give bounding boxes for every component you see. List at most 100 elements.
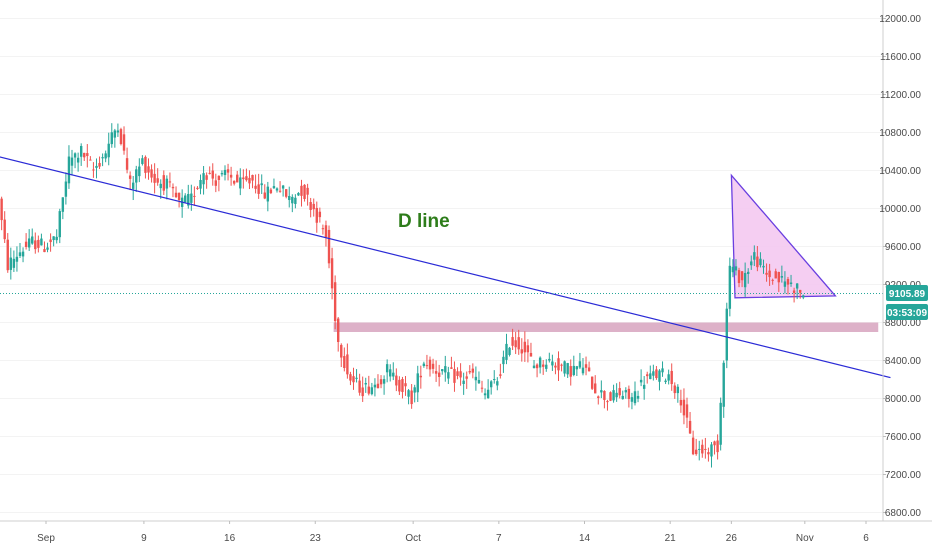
candle-body (713, 441, 716, 446)
candle-body (517, 337, 520, 350)
candle-body (489, 381, 493, 388)
candle-body (612, 390, 615, 401)
candle-body (508, 347, 511, 355)
candle-body (245, 176, 248, 181)
candle-body (95, 165, 98, 168)
candle-body (144, 156, 147, 173)
y-tick-label: 12000.00 (879, 14, 921, 25)
candle-body (667, 374, 670, 381)
x-tick-label: 21 (665, 533, 677, 544)
candle-body (6, 239, 9, 271)
candle-body (352, 376, 355, 383)
candle-body (719, 402, 722, 445)
trendline-line (0, 156, 891, 379)
y-tick-label: 10800.00 (879, 128, 921, 139)
candle-body (621, 395, 624, 400)
candle-body (291, 196, 294, 204)
candle-body (468, 371, 471, 373)
candle-body (444, 366, 447, 373)
candle-body (584, 364, 588, 368)
candle-body (434, 371, 438, 374)
candle-body (364, 382, 367, 385)
candle-body (392, 372, 395, 377)
candle-body (747, 271, 750, 274)
candle-body (649, 373, 652, 380)
x-tick-label: 26 (726, 533, 738, 544)
candle-body (226, 169, 230, 173)
candle-body (774, 271, 777, 279)
candle-body (624, 390, 628, 393)
candle-body (242, 177, 245, 180)
candle-body (40, 238, 43, 246)
candle-body (64, 181, 68, 197)
candle-body (294, 197, 297, 204)
candle-body (67, 156, 71, 184)
candle-body (716, 440, 719, 453)
candle-body (248, 177, 251, 184)
candle-body (792, 290, 796, 293)
candle-body (184, 195, 187, 203)
x-tick-label: 9 (141, 533, 147, 544)
candle-body (759, 258, 762, 266)
candle-body (132, 182, 135, 189)
candle-body (156, 178, 159, 183)
candle-body (538, 357, 542, 368)
candle-body (174, 192, 178, 198)
candle-body (55, 236, 58, 241)
last-price-text: 9105.89 (889, 289, 926, 300)
candle-body (349, 374, 352, 381)
candle-body (676, 386, 680, 394)
triangle-pattern (730, 173, 837, 299)
candle-body (802, 295, 805, 298)
candle-body (116, 130, 120, 133)
candle-body (15, 256, 19, 262)
candle-body (159, 183, 162, 189)
candle-body (493, 379, 496, 381)
candle-body (300, 185, 303, 196)
candle-body (795, 283, 799, 289)
candle-body (46, 247, 49, 250)
candle-body (208, 172, 211, 174)
candle-body (750, 261, 753, 266)
trendline[interactable] (0, 156, 891, 379)
candle-body (597, 396, 600, 398)
candle-body (642, 384, 646, 389)
candle-body (630, 397, 634, 402)
y-tick-label: 10400.00 (879, 166, 921, 177)
candle-body (526, 345, 530, 353)
candle-body (606, 401, 609, 403)
candle-body (502, 356, 505, 365)
candle-body (266, 186, 270, 202)
candle-body (483, 393, 487, 396)
candle-body (12, 258, 16, 268)
candle-body (61, 197, 65, 212)
candle-body (655, 369, 658, 379)
candle-body (306, 187, 309, 195)
candle-body (682, 399, 686, 416)
candle-body (679, 399, 683, 406)
candle-body (569, 366, 572, 377)
candle-body (37, 239, 40, 248)
candle-body (685, 404, 689, 418)
support-zone (333, 322, 879, 332)
x-tick-label: 23 (310, 533, 322, 544)
candle-body (707, 452, 710, 455)
y-tick-label: 9600.00 (885, 242, 922, 253)
candle-body (288, 196, 291, 201)
candle-body (141, 158, 144, 164)
candle-body (459, 371, 462, 378)
candle-body (762, 265, 765, 268)
candle-body (603, 391, 606, 400)
candle-body (453, 368, 456, 383)
support-zone-rect (333, 322, 879, 332)
candle-body (110, 132, 113, 145)
candle-body (694, 449, 698, 455)
x-tick-label: 16 (224, 533, 236, 544)
y-tick-label: 11600.00 (880, 52, 921, 63)
candle-body (297, 192, 300, 196)
candle-body (618, 388, 621, 396)
candle-body (278, 190, 282, 192)
candle-body (486, 389, 490, 399)
candle-body (600, 390, 603, 393)
